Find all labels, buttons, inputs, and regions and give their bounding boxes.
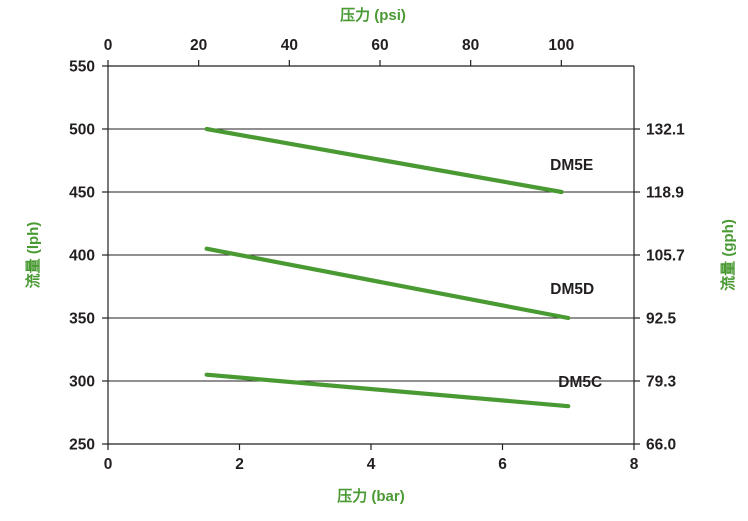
y-tick-label: 250	[69, 437, 95, 454]
series-label-dm5d: DM5D	[550, 281, 594, 298]
x2-tick-label: 40	[281, 37, 298, 54]
x-tick-label: 4	[367, 456, 376, 473]
series-line-dm5d	[204, 246, 571, 321]
x2-axis-title: 压力 (psi)	[340, 6, 406, 24]
x2-tick-label: 60	[371, 37, 388, 54]
x-tick-label: 8	[630, 456, 639, 473]
y-tick-label: 450	[69, 185, 95, 202]
x-tick-label: 6	[498, 456, 507, 473]
y2-axis-title: 流量 (gph)	[719, 219, 737, 291]
label-layer: 压力 (bar) 压力 (psi) 流量 (lph) 流量 (gph) 250 3…	[24, 6, 737, 505]
y-axis-title: 流量 (lph)	[24, 222, 42, 289]
x2-tick-label: 20	[190, 37, 207, 54]
axis-layer	[102, 60, 640, 450]
x-axis-title: 压力 (bar)	[337, 487, 405, 505]
y-tick-label: 550	[69, 59, 95, 76]
series-label-dm5c: DM5C	[558, 374, 602, 391]
y-tick-label: 300	[69, 374, 95, 391]
y-tick-label: 500	[69, 122, 95, 139]
y2-tick-label: 66.0	[646, 437, 676, 454]
y2-tick-label: 132.1	[646, 122, 685, 139]
series-label-dm5e: DM5E	[550, 157, 593, 174]
y2-tick-label: 79.3	[646, 374, 677, 391]
series-line-dm5c	[204, 372, 571, 409]
x2-tick-label: 80	[462, 37, 479, 54]
y-tick-label: 400	[69, 248, 95, 265]
y2-tick-label: 105.7	[646, 248, 685, 265]
y2-tick-label: 118.9	[646, 185, 684, 202]
x2-tick-label: 100	[548, 37, 574, 54]
series-layer	[204, 126, 571, 409]
y-tick-label: 350	[69, 311, 95, 328]
y2-tick-label: 92.5	[646, 311, 677, 328]
x-tick-label: 0	[104, 456, 113, 473]
x-tick-label: 2	[235, 456, 244, 473]
x2-tick-label: 0	[104, 37, 113, 54]
grid-layer	[108, 65, 634, 382]
series-line-dm5e	[204, 126, 564, 195]
